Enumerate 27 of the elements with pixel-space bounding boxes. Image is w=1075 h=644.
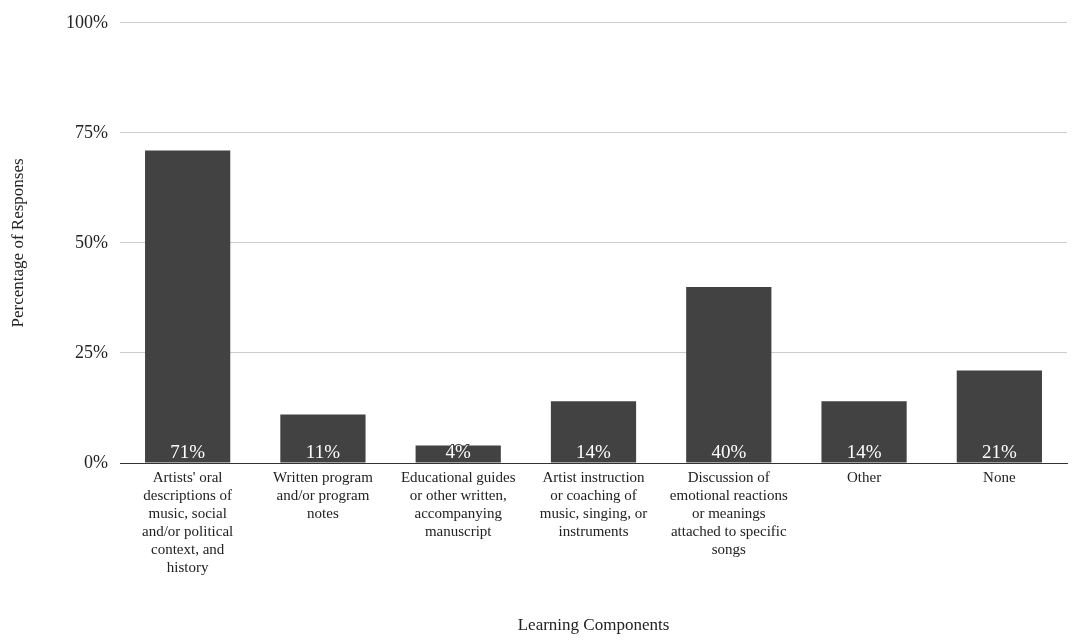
x-tick-label: Educational guides or other written, accompanying manuscript: [400, 468, 516, 539]
bar: [686, 286, 772, 463]
data-label: 4%: [445, 440, 472, 462]
data-label: 21%: [981, 440, 1017, 462]
y-tick-label: 25%: [75, 341, 108, 362]
y-tick-label: 75%: [75, 121, 108, 142]
x-tick-label: Written program and/or program notes: [273, 468, 374, 521]
x-axis-title: Learning Components: [517, 615, 670, 635]
data-label: 14%: [576, 440, 612, 462]
bar: [821, 401, 907, 463]
x-tick-label: Artist instruction or coaching of music, singing, or instruments: [539, 468, 648, 539]
data-label: 40%: [711, 440, 747, 462]
y-tick-label: 100%: [66, 11, 108, 32]
bar: [280, 414, 366, 463]
x-tick-label: Other: [846, 468, 882, 485]
data-label: 71%: [170, 440, 206, 462]
bar: [956, 370, 1042, 463]
x-tick-label: Discussion of emotional reactions or meanings attached to specific songs: [669, 468, 788, 557]
y-tick-label: 0%: [84, 451, 108, 472]
data-label: 14%: [846, 440, 882, 462]
bar: [145, 150, 231, 463]
x-tick-label: None: [983, 468, 1016, 485]
x-tick-label: Artists' oral descriptions of music, social and/or political context, and history: [142, 468, 234, 575]
data-label: 11%: [305, 440, 341, 462]
y-axis-title: Percentage of Responses: [7, 158, 27, 328]
bar: [550, 401, 637, 463]
y-tick-label: 50%: [75, 231, 108, 252]
